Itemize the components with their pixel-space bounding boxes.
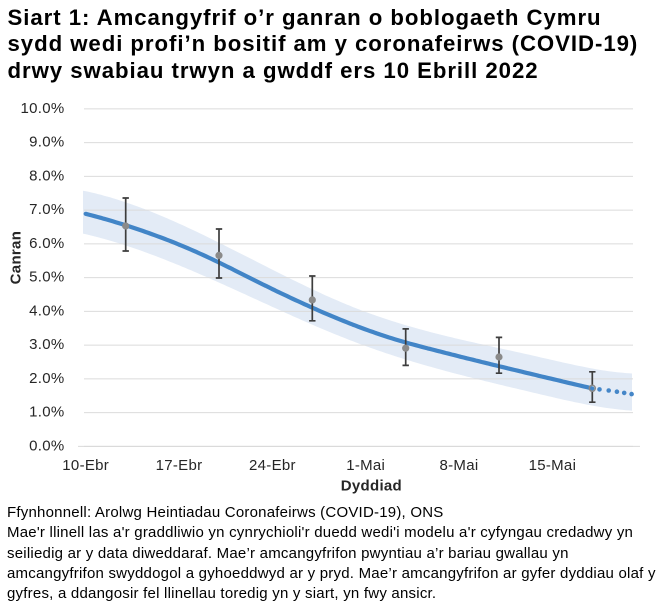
svg-text:10-Ebr: 10-Ebr: [62, 457, 109, 474]
svg-text:6.0%: 6.0%: [29, 235, 64, 252]
svg-text:Canran: Canran: [8, 231, 25, 284]
svg-text:10.0%: 10.0%: [20, 100, 64, 117]
svg-text:0.0%: 0.0%: [29, 437, 64, 454]
svg-text:9.0%: 9.0%: [29, 134, 64, 151]
svg-text:7.0%: 7.0%: [29, 201, 64, 218]
svg-text:24-Ebr: 24-Ebr: [249, 457, 296, 474]
svg-text:5.0%: 5.0%: [29, 269, 64, 286]
svg-text:1.0%: 1.0%: [29, 404, 64, 421]
svg-text:8-Mai: 8-Mai: [439, 457, 478, 474]
svg-text:4.0%: 4.0%: [29, 302, 64, 319]
svg-text:1-Mai: 1-Mai: [346, 457, 385, 474]
svg-text:15-Mai: 15-Mai: [529, 457, 577, 474]
svg-text:2.0%: 2.0%: [29, 370, 64, 387]
svg-text:Dyddiad: Dyddiad: [341, 477, 402, 494]
svg-text:17-Ebr: 17-Ebr: [156, 457, 203, 474]
svg-text:3.0%: 3.0%: [29, 336, 64, 353]
svg-text:8.0%: 8.0%: [29, 167, 64, 184]
